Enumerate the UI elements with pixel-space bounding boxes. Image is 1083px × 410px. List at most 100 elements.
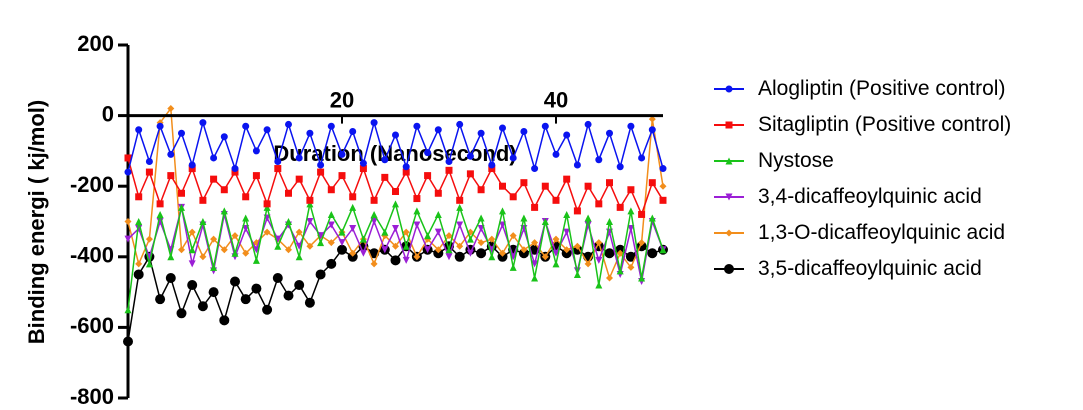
marker (338, 172, 346, 180)
marker (541, 218, 549, 225)
marker (541, 182, 549, 190)
marker (262, 304, 273, 315)
marker (520, 246, 528, 254)
marker (188, 246, 196, 254)
legend: Alogliptin (Positive control) Sitagliptin… (712, 76, 1082, 292)
marker (413, 207, 421, 215)
marker (456, 120, 464, 128)
marker (156, 122, 164, 130)
marker (456, 242, 464, 250)
marker (359, 235, 367, 243)
marker (606, 218, 613, 225)
marker (725, 229, 733, 237)
marker (370, 260, 378, 268)
marker (648, 179, 656, 187)
marker (285, 189, 292, 197)
marker (283, 290, 294, 301)
marker (413, 122, 421, 130)
legend-swatch (714, 157, 744, 165)
marker (167, 105, 175, 113)
marker (488, 165, 496, 173)
marker (306, 218, 314, 225)
legend-label: Sitagliptin (Positive control) (758, 113, 1012, 136)
marker (604, 248, 615, 259)
marker (563, 210, 571, 218)
marker (317, 161, 325, 169)
marker (606, 179, 613, 187)
marker (359, 165, 367, 173)
marker (552, 249, 560, 257)
legend-label: Alogliptin (Positive control) (758, 77, 1006, 100)
marker (188, 260, 196, 268)
marker (188, 161, 196, 169)
marker (263, 228, 271, 236)
legend-label: 3,5-dicaffeoylquinic acid (758, 257, 982, 280)
legend-swatch (714, 85, 744, 93)
marker (413, 253, 421, 261)
marker (349, 249, 357, 257)
marker (295, 228, 303, 236)
y-tick-label: -200 (70, 172, 114, 197)
marker (392, 225, 399, 233)
marker (563, 131, 571, 139)
y-tick-label: -800 (70, 384, 114, 409)
marker (327, 122, 335, 130)
legend-label: 3,4-dicaffeoylquinic acid (758, 185, 982, 208)
marker (285, 246, 292, 254)
marker (552, 260, 560, 268)
marker (466, 249, 474, 257)
legend-swatch (714, 121, 744, 129)
marker (187, 280, 198, 291)
marker (648, 126, 656, 134)
y-axis-title: Binding energi ( kj/mol) (24, 100, 49, 344)
marker (625, 251, 636, 262)
marker (647, 248, 658, 259)
marker (242, 214, 250, 222)
marker (563, 246, 571, 254)
marker (518, 248, 529, 259)
marker (124, 235, 132, 243)
marker (349, 193, 357, 201)
marker (359, 249, 367, 257)
marker (337, 244, 347, 255)
marker (210, 154, 218, 162)
legend-label: Nystose (758, 149, 834, 172)
marker (627, 122, 635, 130)
marker (454, 251, 465, 262)
marker (659, 182, 667, 190)
marker (272, 272, 283, 283)
marker (531, 239, 539, 247)
marker (724, 264, 734, 274)
marker (178, 189, 185, 197)
marker (573, 270, 581, 278)
marker (263, 126, 271, 134)
marker (520, 214, 528, 222)
x-tick-label: 20 (330, 87, 354, 112)
marker (188, 228, 196, 236)
marker (531, 260, 539, 268)
marker (274, 242, 282, 250)
marker (531, 165, 539, 173)
marker (488, 161, 496, 169)
marker (477, 186, 485, 194)
marker (476, 248, 487, 259)
marker (584, 260, 592, 268)
marker (433, 248, 444, 259)
marker (188, 165, 196, 173)
marker (488, 235, 496, 243)
marker (466, 152, 474, 160)
marker (294, 280, 305, 291)
marker (199, 253, 207, 261)
marker (381, 228, 389, 236)
marker (145, 235, 153, 243)
marker (509, 154, 517, 162)
y-tick-label: -600 (70, 313, 114, 338)
marker (381, 246, 389, 254)
marker (304, 297, 315, 308)
marker (220, 207, 228, 215)
legend-label: 1,3-O-dicaffeoylquinic acid (758, 221, 1006, 244)
marker (252, 172, 260, 180)
marker (725, 85, 733, 93)
marker (349, 225, 357, 233)
marker (263, 203, 271, 211)
